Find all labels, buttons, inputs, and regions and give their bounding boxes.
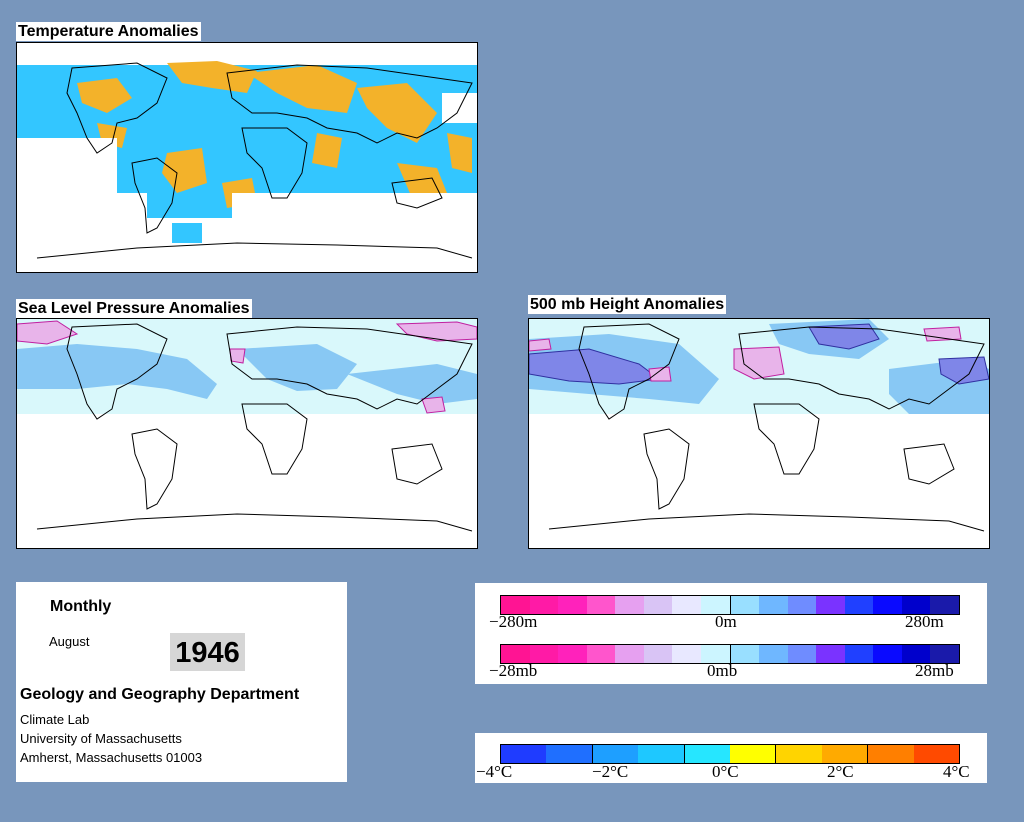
- color-swatch: [700, 596, 730, 614]
- height-map-title: 500 mb Height Anomalies: [528, 295, 727, 314]
- temperature-coastlines: [36, 62, 473, 259]
- slp-contours: [17, 320, 477, 414]
- color-swatch: [787, 596, 817, 614]
- color-swatch: [901, 596, 931, 614]
- color-swatch: [500, 645, 530, 663]
- university-name: University of Massachusetts: [20, 731, 182, 746]
- temp-legend-label-5: 4°C: [943, 762, 970, 781]
- color-swatch: [615, 645, 644, 663]
- temp-legend-label-4: 2°C: [827, 762, 854, 781]
- color-swatch: [546, 745, 592, 763]
- color-swatch: [775, 745, 822, 763]
- color-swatch: [591, 745, 639, 763]
- height-coastlines: [548, 323, 985, 532]
- pressure-legend-max: 28mb: [915, 661, 954, 680]
- month-label: August: [49, 634, 90, 649]
- color-swatch: [638, 745, 684, 763]
- color-swatch: [730, 745, 776, 763]
- temperature-color-bar: [500, 744, 961, 764]
- address-line: Amherst, Massachusetts 01003: [20, 750, 203, 765]
- color-swatch: [529, 645, 559, 663]
- temp-legend-label-3: 0°C: [712, 762, 739, 781]
- color-swatch: [930, 596, 960, 614]
- temperature-missing-data: [17, 93, 477, 272]
- height-pressure-legend: −280m 0m 280m −28mb 0mb 28mb: [475, 583, 987, 684]
- color-swatch: [867, 745, 914, 763]
- temp-legend-label-1: −4°C: [476, 762, 513, 781]
- color-swatch: [558, 645, 587, 663]
- color-swatch: [558, 596, 587, 614]
- height-legend-min: −280m: [489, 612, 538, 631]
- color-swatch: [816, 596, 845, 614]
- color-swatch: [529, 596, 559, 614]
- color-swatch: [844, 645, 874, 663]
- color-swatch: [901, 645, 931, 663]
- color-swatch: [729, 596, 760, 614]
- temp-legend-label-2: −2°C: [592, 762, 629, 781]
- pressure-legend-min: −28mb: [489, 661, 538, 680]
- color-swatch: [643, 596, 673, 614]
- lab-name: Climate Lab: [20, 712, 90, 727]
- slp-map-title: Sea Level Pressure Anomalies: [16, 299, 252, 318]
- slp-coastlines: [36, 323, 473, 532]
- pressure-color-bar: [500, 644, 960, 664]
- color-swatch: [729, 645, 760, 663]
- temperature-anomaly-map: [16, 42, 478, 273]
- department-name: Geology and Geography Department: [20, 686, 300, 703]
- color-swatch: [672, 596, 701, 614]
- temperature-map-title: Temperature Anomalies: [16, 22, 201, 41]
- color-swatch: [586, 596, 616, 614]
- color-swatch: [700, 645, 730, 663]
- color-swatch: [930, 645, 960, 663]
- temperature-legend: −4°C −2°C 0°C 2°C 4°C: [475, 733, 987, 783]
- height-contours: [529, 319, 989, 414]
- height-legend-max: 280m: [905, 612, 944, 631]
- color-swatch: [816, 645, 845, 663]
- year-display: 1946: [170, 633, 245, 671]
- color-swatch: [787, 645, 817, 663]
- color-swatch: [586, 645, 616, 663]
- color-swatch: [759, 645, 788, 663]
- color-swatch: [913, 745, 961, 763]
- color-swatch: [643, 645, 673, 663]
- color-swatch: [500, 596, 530, 614]
- info-panel: Monthly August 1946 Geology and Geograph…: [16, 582, 347, 782]
- color-swatch: [844, 596, 874, 614]
- color-swatch: [873, 596, 902, 614]
- height-legend-mid: 0m: [715, 612, 737, 631]
- slp-anomaly-map: [16, 318, 478, 549]
- height-anomaly-map: [528, 318, 990, 549]
- color-swatch: [821, 745, 868, 763]
- color-swatch: [759, 596, 788, 614]
- period-label: Monthly: [50, 598, 112, 615]
- color-swatch: [672, 645, 701, 663]
- color-swatch: [615, 596, 644, 614]
- color-swatch: [873, 645, 902, 663]
- color-swatch: [683, 745, 731, 763]
- color-swatch: [500, 745, 547, 763]
- height-color-bar: [500, 595, 960, 615]
- pressure-legend-mid: 0mb: [707, 661, 738, 680]
